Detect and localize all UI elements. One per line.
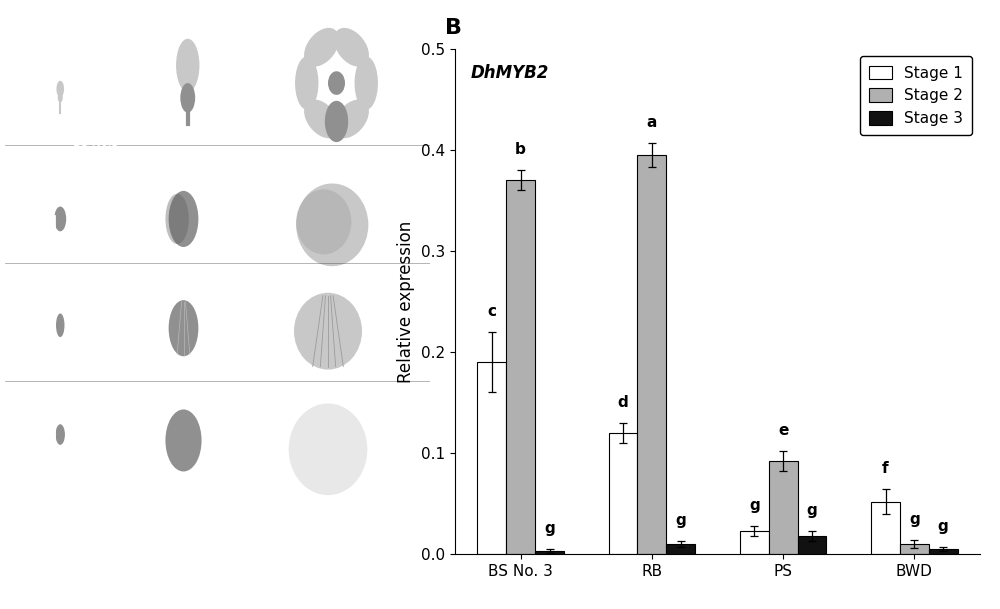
- Ellipse shape: [56, 81, 64, 97]
- Text: f: f: [882, 462, 889, 476]
- Bar: [477, 362, 506, 554]
- Bar: [666, 544, 695, 554]
- Text: BWD: BWD: [73, 456, 102, 468]
- Bar: [798, 536, 826, 554]
- Bar: [535, 551, 564, 554]
- Text: B: B: [445, 18, 462, 38]
- Ellipse shape: [294, 293, 362, 370]
- Bar: [609, 433, 637, 554]
- Text: Stage 3: Stage 3: [304, 569, 361, 582]
- Ellipse shape: [355, 57, 378, 110]
- Text: g: g: [807, 503, 817, 518]
- Text: PS: PS: [73, 346, 87, 359]
- Bar: [769, 461, 798, 554]
- Text: RB: RB: [73, 242, 89, 256]
- Bar: [871, 502, 900, 554]
- Ellipse shape: [58, 93, 63, 102]
- Ellipse shape: [296, 189, 351, 255]
- Text: g: g: [909, 512, 920, 527]
- Text: b: b: [515, 142, 526, 157]
- Ellipse shape: [304, 28, 339, 66]
- Ellipse shape: [56, 424, 65, 445]
- Ellipse shape: [165, 194, 189, 244]
- Ellipse shape: [295, 57, 318, 110]
- Bar: [506, 180, 535, 554]
- Text: d: d: [618, 395, 628, 410]
- Ellipse shape: [334, 99, 369, 138]
- Text: c: c: [487, 304, 496, 319]
- Ellipse shape: [169, 300, 198, 356]
- Text: DhMYB2: DhMYB2: [471, 64, 549, 82]
- Bar: [900, 544, 929, 554]
- Bar: [637, 155, 666, 554]
- Ellipse shape: [54, 206, 66, 231]
- Ellipse shape: [165, 409, 202, 471]
- Y-axis label: Relative expression: Relative expression: [397, 220, 415, 382]
- Ellipse shape: [289, 404, 367, 495]
- Ellipse shape: [296, 183, 368, 266]
- Ellipse shape: [169, 191, 198, 247]
- Ellipse shape: [56, 314, 64, 337]
- Legend: Stage 1, Stage 2, Stage 3: Stage 1, Stage 2, Stage 3: [860, 57, 972, 135]
- Ellipse shape: [180, 83, 195, 113]
- Text: Stage 1: Stage 1: [32, 569, 89, 582]
- Text: A: A: [16, 33, 33, 53]
- Text: g: g: [749, 498, 760, 513]
- Text: Stage 2: Stage 2: [155, 569, 212, 582]
- Text: a: a: [647, 114, 657, 130]
- Text: BS No.3: BS No.3: [73, 136, 119, 149]
- Text: g: g: [675, 513, 686, 528]
- Ellipse shape: [325, 101, 348, 142]
- Text: e: e: [778, 423, 788, 438]
- Bar: [740, 531, 769, 554]
- Ellipse shape: [304, 99, 339, 138]
- Ellipse shape: [176, 39, 199, 92]
- Bar: [929, 549, 958, 554]
- Ellipse shape: [328, 71, 345, 95]
- Text: g: g: [938, 519, 949, 534]
- Text: g: g: [544, 521, 555, 536]
- Ellipse shape: [334, 28, 369, 66]
